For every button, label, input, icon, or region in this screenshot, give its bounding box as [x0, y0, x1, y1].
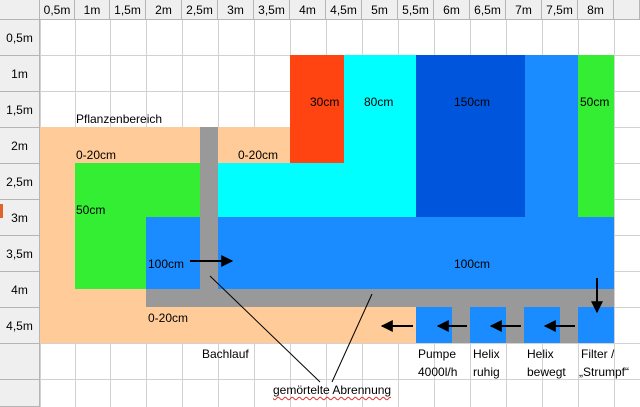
column-header[interactable]: 2m: [146, 0, 182, 20]
depth-label-150: 150cm: [454, 95, 491, 109]
active-row-marker: [0, 204, 3, 218]
grid-line: [0, 379, 640, 380]
column-header[interactable]: 4m: [290, 0, 326, 20]
column-header[interactable]: 1m: [75, 0, 110, 20]
filter-caption-line2: „Strumpf“: [579, 365, 630, 379]
grid-line: [614, 0, 615, 407]
pump-caption-line2: 4000l/h: [418, 365, 458, 379]
column-header[interactable]: 0,5m: [40, 0, 75, 20]
connector-line: [331, 293, 373, 383]
row-header[interactable]: 4m: [0, 272, 40, 308]
darkblue-zone: [416, 55, 525, 217]
row-header[interactable]: 1,5m: [0, 92, 40, 128]
row-header[interactable]: 0,5m: [0, 20, 40, 56]
depth-label-50-left: 50cm: [76, 203, 106, 217]
filter-caption-line1: Filter /: [581, 347, 615, 361]
helix-calm-caption-line1: Helix: [473, 347, 500, 361]
row-header[interactable]: 3,5m: [0, 236, 40, 272]
red-zone: [290, 55, 344, 163]
helix-calm-caption-line2: ruhig: [473, 365, 500, 379]
row-header[interactable]: 1m: [0, 56, 40, 92]
column-header[interactable]: 8m: [578, 0, 614, 20]
column-header[interactable]: 5m: [362, 0, 398, 20]
blue-zone-main: [146, 217, 614, 289]
column-header[interactable]: 6m: [434, 0, 470, 20]
row-header[interactable]: 4,5m: [0, 308, 40, 344]
column-header[interactable]: 3m: [218, 0, 254, 20]
shallow-zone-bottom: [146, 307, 416, 343]
helix-moving-caption-line1: Helix: [527, 347, 554, 361]
cyan-zone: [344, 55, 416, 163]
depth-label-shallow-left: 0-20cm: [76, 148, 117, 162]
column-header[interactable]: 1,5m: [110, 0, 146, 20]
plant-area-label: Pflanzenbereich: [76, 112, 163, 126]
wall-vertical: [200, 127, 218, 289]
connector-line: [209, 275, 321, 383]
column-header[interactable]: 4,5m: [326, 0, 362, 20]
wall-horizontal: [146, 289, 614, 307]
grid-line: [0, 343, 640, 344]
row-header[interactable]: 2m: [0, 128, 40, 164]
depth-label-30: 30cm: [310, 95, 340, 109]
column-header[interactable]: 5,5m: [398, 0, 434, 20]
depth-label-100-main: 100cm: [454, 257, 491, 271]
depth-label-shallow-mid: 0-20cm: [238, 148, 279, 162]
depth-label-shallow-bottom: 0-20cm: [148, 311, 189, 325]
stream-caption: Bachlauf: [202, 347, 249, 361]
column-header[interactable]: 7,5m: [542, 0, 578, 20]
column-header[interactable]: 6,5m: [470, 0, 506, 20]
blue-zone-upper: [525, 55, 578, 217]
corner-header[interactable]: [0, 0, 40, 20]
depth-label-80: 80cm: [364, 95, 394, 109]
helix-moving-caption-line2: bewegt: [527, 365, 566, 379]
row-header[interactable]: 2,5m: [0, 164, 40, 200]
column-header[interactable]: 3,5m: [254, 0, 290, 20]
column-header[interactable]: 7m: [506, 0, 542, 20]
row-header[interactable]: [0, 344, 40, 380]
depth-label-50-right: 50cm: [580, 95, 610, 109]
column-header[interactable]: 2,5m: [182, 0, 218, 20]
cyan-zone-lower: [218, 163, 416, 217]
pump-caption-line1: Pumpe: [418, 347, 457, 361]
shallow-zone-mid-right: [218, 127, 290, 163]
divider-caption: gemörtelte Abrennung: [273, 383, 392, 397]
depth-label-100-left: 100cm: [148, 257, 185, 271]
row-header[interactable]: 3m: [0, 200, 40, 236]
green-zone-right: [578, 55, 614, 217]
